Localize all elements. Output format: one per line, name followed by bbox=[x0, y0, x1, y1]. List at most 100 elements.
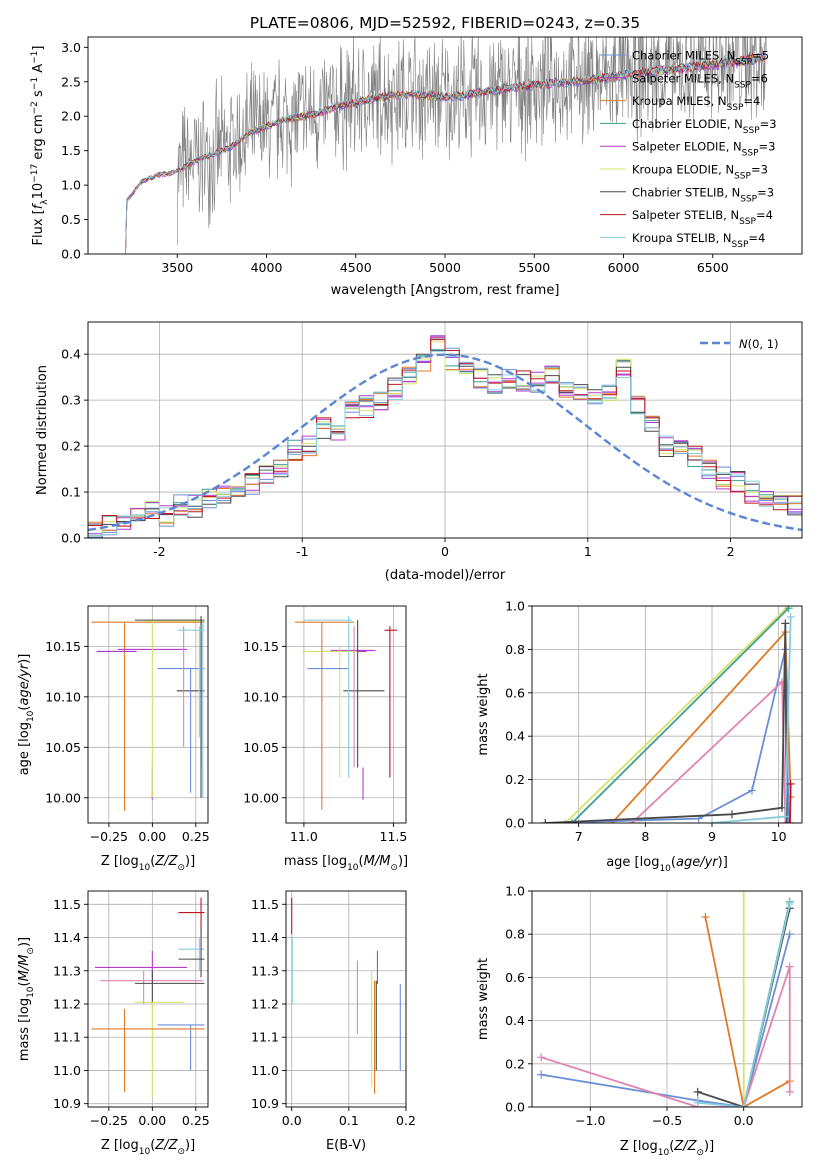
legend-entry: Kroupa STELIB, NSSP=4 bbox=[632, 231, 765, 250]
axes-frame bbox=[87, 605, 209, 824]
y-tick-label: 0.8 bbox=[505, 927, 525, 942]
y-tick-label: 11.4 bbox=[251, 930, 279, 945]
plus-marker bbox=[693, 1098, 702, 1107]
y-tick-label: 0.5 bbox=[61, 212, 81, 227]
plus-marker bbox=[748, 786, 756, 795]
plus-marker bbox=[784, 606, 793, 613]
y-tick-label: 11.1 bbox=[251, 1030, 279, 1045]
label-part: SSP bbox=[743, 126, 760, 136]
label-part: ( bbox=[669, 1139, 674, 1154]
label-part: =3 bbox=[751, 163, 768, 177]
plot-area bbox=[88, 606, 208, 823]
label-part: =3 bbox=[759, 140, 776, 154]
y-tick-label: 11.0 bbox=[251, 1063, 279, 1078]
y-tick-label: 11.2 bbox=[53, 996, 81, 1011]
label-part: ( bbox=[150, 1138, 155, 1153]
x-tick-label: 0.25 bbox=[182, 1113, 210, 1128]
x-tick-label: 7 bbox=[575, 829, 583, 844]
plus-marker bbox=[784, 819, 793, 823]
y-axis-label: Flux [fλ10−17 erg cm−2 s−1 A−1] bbox=[30, 46, 50, 246]
label-part: f bbox=[31, 202, 46, 209]
y-tick-label: 10.15 bbox=[243, 639, 279, 654]
label-part: ⊙ bbox=[177, 863, 185, 873]
label-part: −1 bbox=[30, 51, 40, 64]
plot-body bbox=[541, 606, 795, 823]
label-part: Flux [ bbox=[31, 209, 46, 245]
x-tick-label: -1 bbox=[296, 544, 308, 559]
label-part: Z/Z bbox=[154, 1138, 178, 1153]
label-part: =3 bbox=[760, 117, 777, 131]
plus-marker bbox=[782, 819, 791, 823]
label-part: s bbox=[31, 90, 46, 101]
y-tick-label: 0.6 bbox=[505, 685, 525, 700]
x-tick-label: 11.0 bbox=[290, 829, 318, 844]
plot-body bbox=[291, 897, 401, 1094]
label-part: )] bbox=[398, 854, 408, 869]
x-axis-label: Z [log10(Z/Z⊙)] bbox=[620, 1139, 714, 1158]
weight-series bbox=[541, 933, 791, 1107]
errorbar-point bbox=[330, 649, 376, 800]
y-tick-label: 11.3 bbox=[53, 963, 81, 978]
label-part: age/yr bbox=[676, 855, 719, 870]
panel-residual-histogram: -2 -1 0 1 2 0.0 0.1 0.2 0.3 0.4 (data-model)/error… bbox=[35, 321, 803, 583]
normal-curve bbox=[88, 353, 802, 532]
plus-marker bbox=[728, 810, 736, 819]
y-tick-label: 11.5 bbox=[251, 897, 279, 912]
x-tick-label: 4500 bbox=[340, 260, 372, 275]
histogram-series bbox=[88, 339, 802, 527]
label-part: age/yr bbox=[17, 662, 32, 705]
x-tick-label: 0.00 bbox=[138, 1113, 166, 1128]
y-tick-label: 3.0 bbox=[61, 40, 81, 55]
x-tick-label: 5000 bbox=[429, 260, 461, 275]
label-part: )] bbox=[718, 855, 728, 870]
errorbar-point bbox=[91, 1008, 205, 1093]
plus-marker bbox=[693, 1087, 702, 1096]
label-part: Chabrier ELODIE, N bbox=[632, 117, 743, 131]
y-tick-label: 0.2 bbox=[61, 439, 81, 454]
histogram-series bbox=[88, 350, 802, 537]
legend-entry: Salpeter ELODIE, NSSP=3 bbox=[632, 140, 775, 159]
figure-title: PLATE=0806, MJD=52592, FIBERID=0243, z=0… bbox=[250, 14, 640, 32]
x-tick-label: 0.1 bbox=[339, 1113, 359, 1128]
label-part: 10 bbox=[139, 1147, 151, 1157]
x-tick-label: −0.25 bbox=[90, 829, 128, 844]
y-tick-label: 11.1 bbox=[53, 1030, 81, 1045]
x-tick-label: −0.5 bbox=[652, 1113, 682, 1128]
y-tick-label: 11.5 bbox=[53, 897, 81, 912]
x-tick-label: −1.0 bbox=[575, 1113, 605, 1128]
x-tick-label: 6500 bbox=[697, 260, 729, 275]
label-part: M/M bbox=[17, 955, 32, 982]
axes-frame bbox=[531, 605, 803, 824]
plus-marker bbox=[786, 819, 794, 823]
x-tick-label: 5500 bbox=[518, 260, 550, 275]
errorbar-point bbox=[201, 620, 205, 798]
x-tick-label: 1 bbox=[584, 544, 592, 559]
plus-marker bbox=[701, 912, 710, 921]
plus-marker bbox=[537, 1070, 546, 1079]
label-part: 10 bbox=[658, 1148, 670, 1158]
x-tick-label: −0.25 bbox=[90, 1113, 128, 1128]
label-part: age [log bbox=[606, 855, 659, 870]
x-tick-label: -2 bbox=[153, 544, 165, 559]
label-part: 10 bbox=[26, 986, 36, 998]
label-part: SSP bbox=[734, 80, 751, 90]
x-axis-label: age [log10(age/yr)] bbox=[606, 855, 728, 874]
y-tick-label: 2.0 bbox=[61, 109, 81, 124]
y-tick-label: 0.3 bbox=[61, 393, 81, 408]
x-axis-label: mass [log10(M/M⊙)] bbox=[284, 854, 408, 873]
errorbar-point bbox=[178, 626, 205, 738]
label-part: )] bbox=[185, 1138, 195, 1153]
weight-series bbox=[571, 607, 790, 823]
plot-body bbox=[91, 616, 205, 811]
label-part: ⊙ bbox=[26, 947, 36, 955]
label-part: Salpeter STELIB, N bbox=[632, 208, 739, 222]
plus-marker bbox=[541, 819, 550, 823]
label-part: Z [log bbox=[101, 1138, 139, 1153]
label-part: )] bbox=[17, 937, 32, 947]
axes-frame bbox=[285, 890, 407, 1108]
label-part: SSP bbox=[732, 240, 749, 250]
